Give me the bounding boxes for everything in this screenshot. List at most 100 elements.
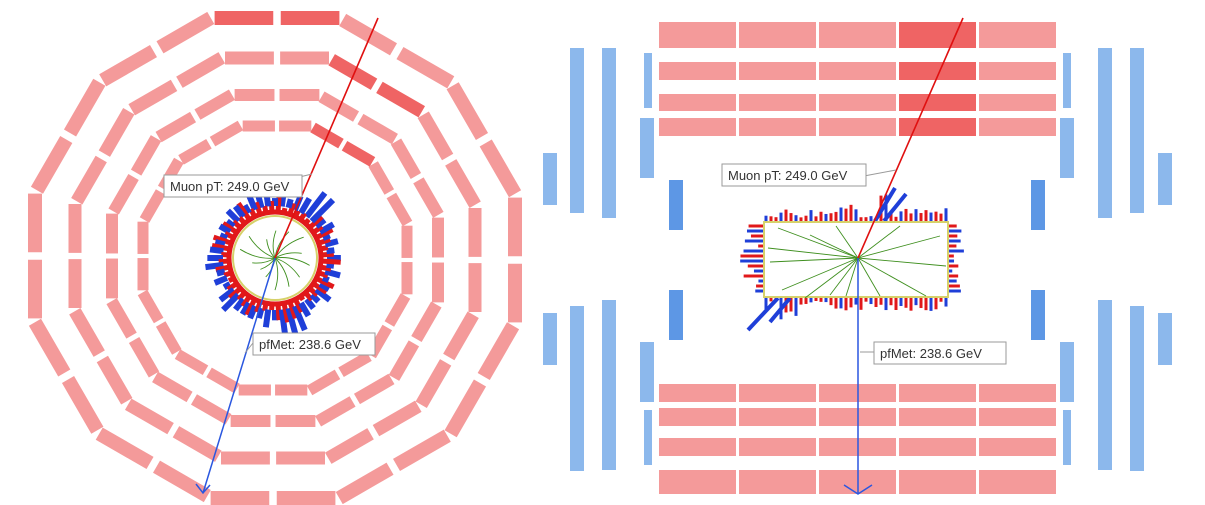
muon-chamber: [96, 355, 133, 405]
muon-endcap-chamber: [1031, 290, 1045, 340]
muon-chamber-group: [210, 491, 336, 505]
hcal-deposit: [232, 204, 246, 219]
muon-barrel-chamber: [899, 62, 976, 80]
hcal-deposit: [285, 307, 299, 335]
track: [777, 227, 859, 259]
muon-chamber-group: [30, 78, 106, 194]
muon-chamber: [417, 111, 454, 161]
muon-chamber: [338, 351, 372, 378]
muon-chamber: [28, 259, 42, 319]
hcal-deposit: [318, 281, 331, 292]
muon-chamber-group: [230, 415, 316, 427]
muon-chamber-group: [221, 451, 325, 465]
muon-barrel-chamber: [739, 408, 816, 426]
track: [274, 257, 290, 287]
muon-chamber: [106, 258, 118, 299]
muon-chamber-group: [388, 301, 442, 381]
svg-text:pfMet: 238.6 GeV: pfMet: 238.6 GeV: [259, 337, 361, 352]
muon-endcap-chamber: [1098, 48, 1112, 218]
muon-chamber: [388, 340, 420, 381]
hcal-deposit: [205, 261, 224, 271]
track: [781, 257, 859, 291]
hcal-deposit: [218, 223, 232, 235]
muon-chamber-group: [401, 225, 413, 295]
hcal-deposit: [278, 309, 289, 336]
track: [857, 235, 941, 259]
muon-chamber: [28, 193, 42, 253]
track: [274, 252, 302, 259]
calorimeter-deposits: [740, 186, 964, 332]
track: [845, 257, 859, 297]
muon-chamber: [508, 263, 522, 323]
hcal-deposit: [218, 287, 236, 303]
track: [857, 257, 927, 297]
muon-chamber-group: [315, 373, 395, 427]
hcal-deposit: [255, 194, 265, 209]
muon-barrel-chamber: [659, 470, 736, 494]
svg-text:Muon pT: 249.0 GeV: Muon pT: 249.0 GeV: [170, 179, 290, 194]
hcal-deposit: [324, 238, 339, 248]
muon-chamber: [206, 367, 240, 394]
muon-chamber: [190, 394, 232, 425]
hcal-deposit: [225, 208, 241, 224]
track: [239, 248, 276, 259]
hcal-deposit: [247, 304, 258, 320]
hcal-deposit: [219, 232, 229, 241]
muon-barrel-chamber: [659, 22, 736, 48]
muon-chamber: [230, 415, 271, 427]
muon-endcap-chamber: [640, 118, 654, 178]
muon-barrel-chamber: [739, 22, 816, 48]
muon-chamber-group: [108, 135, 162, 215]
muon-endcap-chamber: [640, 342, 654, 402]
muon-chamber: [63, 78, 106, 137]
muon-chamber: [194, 89, 235, 120]
muon-barrel-chamber: [659, 62, 736, 80]
muon-chamber: [139, 189, 166, 223]
muon-chamber: [401, 262, 413, 295]
muon-chamber: [99, 44, 157, 87]
muon-chamber-group: [69, 307, 133, 405]
muon-chamber: [328, 54, 378, 90]
muon-chamber-group: [432, 217, 444, 303]
muon-endcap-chambers: [543, 48, 1172, 471]
muon-chamber: [384, 293, 411, 327]
track: [809, 234, 859, 259]
track: [835, 225, 859, 259]
muon-chamber: [234, 89, 275, 101]
muon-chamber-group: [324, 400, 422, 464]
muon-track: [857, 17, 964, 259]
muon-barrel-chamber: [979, 62, 1056, 80]
muon-chamber: [108, 173, 139, 215]
muon-chamber-group: [415, 311, 479, 409]
muon-chamber-group: [339, 13, 455, 89]
muon-chamber: [155, 111, 197, 143]
muon-chamber: [238, 384, 271, 396]
muon-chamber: [69, 307, 105, 357]
muon-chamber: [275, 415, 316, 427]
hcal-deposit: [314, 287, 332, 303]
hcal-deposit: [242, 203, 252, 215]
muon-chamber: [221, 451, 270, 465]
muon-chamber: [68, 259, 82, 308]
muon-barrel-chamber: [979, 470, 1056, 494]
muon-chamber-group: [137, 289, 182, 355]
muon-endcap-chamber: [1063, 53, 1071, 108]
muon-barrel-chamber: [739, 384, 816, 402]
muon-chamber: [432, 217, 444, 258]
muon-endcap-chamber: [1031, 180, 1045, 230]
muon-endcap-chamber: [1130, 306, 1144, 471]
muon-chamber-group: [106, 213, 118, 299]
muon-chamber-group: [468, 208, 482, 313]
muon-barrel-chamber: [899, 438, 976, 456]
muon-chamber: [432, 262, 444, 303]
muon-chamber-group: [214, 11, 340, 25]
muon-chamber: [106, 298, 137, 339]
hcal-deposit: [209, 246, 224, 255]
longitudinal-view: Muon pT: 249.0 GeV pfMet: 238.6 GeV: [543, 17, 1172, 495]
muon-endcap-chamber: [1060, 342, 1074, 402]
hcal-deposit: [262, 309, 272, 328]
muon-chamber-rings: [28, 11, 522, 505]
muon-chamber-group: [28, 318, 104, 434]
muon-chamber-group: [306, 351, 372, 396]
